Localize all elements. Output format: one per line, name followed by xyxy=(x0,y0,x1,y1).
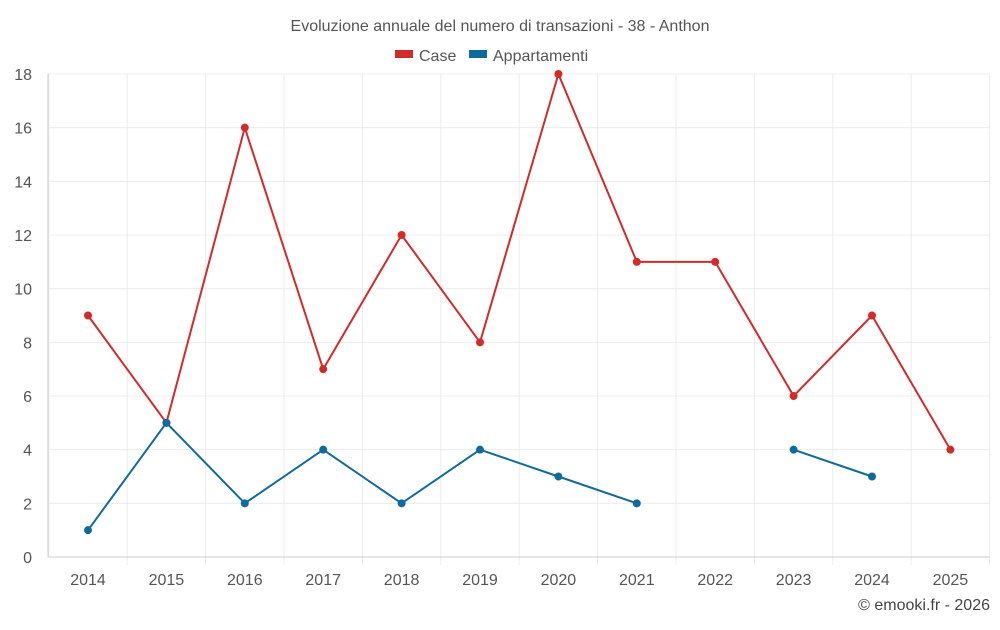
y-tick-label-4: 4 xyxy=(23,443,32,460)
point-case-2022[interactable] xyxy=(711,257,720,266)
legend-item-case[interactable]: Case xyxy=(395,48,456,65)
point-appartamenti-2024[interactable] xyxy=(868,472,876,481)
legend: Case Appartamenti xyxy=(395,48,588,65)
point-appartamenti-2018[interactable] xyxy=(397,499,406,508)
point-appartamenti-2017[interactable] xyxy=(319,445,328,454)
series-line-appartamenti-1 xyxy=(793,448,873,478)
x-tick-label-2025: 2025 xyxy=(933,572,969,589)
credit-text: © emooki.fr - 2026 xyxy=(858,597,990,614)
axes: 0 2 4 6 8 10 12 14 16 18 2014 2015 2016 2017 2018 2019 2… xyxy=(14,67,990,589)
y-tick-label-8: 8 xyxy=(23,335,32,352)
series-line-case-0 xyxy=(87,73,952,451)
y-tick-label-18: 18 xyxy=(14,67,32,84)
y-tick-label-6: 6 xyxy=(23,389,32,406)
y-tick-label-14: 14 xyxy=(14,174,32,191)
y-tick-label-12: 12 xyxy=(14,228,32,245)
x-tick-label-2015: 2015 xyxy=(149,572,185,589)
x-tick-label-2016: 2016 xyxy=(227,572,263,589)
point-appartamenti-2016[interactable] xyxy=(240,499,249,508)
legend-swatch-appartamenti xyxy=(469,50,487,58)
point-appartamenti-2020[interactable] xyxy=(554,472,563,481)
point-appartamenti-2014[interactable] xyxy=(84,526,92,535)
point-case-2014[interactable] xyxy=(84,311,92,320)
x-tick-label-2017: 2017 xyxy=(305,572,341,589)
point-appartamenti-2021[interactable] xyxy=(632,499,641,508)
x-tick-label-2024: 2024 xyxy=(854,572,890,589)
point-case-2020[interactable] xyxy=(554,70,563,78)
legend-label-case: Case xyxy=(419,48,456,65)
point-case-2024[interactable] xyxy=(868,311,876,320)
x-tick-label-2022: 2022 xyxy=(697,572,733,589)
legend-swatch-case xyxy=(395,50,413,58)
x-tick-label-2020: 2020 xyxy=(541,572,577,589)
point-case-2017[interactable] xyxy=(319,365,328,374)
point-case-2018[interactable] xyxy=(397,231,406,239)
y-tick-label-16: 16 xyxy=(14,121,32,138)
x-tick-label-2019: 2019 xyxy=(462,572,498,589)
point-case-2021[interactable] xyxy=(632,257,641,266)
point-appartamenti-2019[interactable] xyxy=(476,445,484,454)
y-tick-label-0: 0 xyxy=(23,550,32,567)
point-appartamenti-2023[interactable] xyxy=(789,445,798,454)
series-line-appartamenti-0 xyxy=(87,421,638,531)
y-tick-label-10: 10 xyxy=(14,282,32,299)
series-case xyxy=(84,70,955,454)
legend-label-appartamenti: Appartamenti xyxy=(493,48,588,65)
x-tick-label-2023: 2023 xyxy=(776,572,812,589)
point-case-2023[interactable] xyxy=(789,392,798,400)
x-tick-label-2018: 2018 xyxy=(384,572,420,589)
legend-item-appartamenti[interactable]: Appartamenti xyxy=(469,48,588,65)
point-case-2016[interactable] xyxy=(240,123,249,132)
series-appartamenti xyxy=(84,418,876,535)
grid xyxy=(48,73,991,565)
point-case-2025[interactable] xyxy=(946,445,955,454)
x-tick-label-2021: 2021 xyxy=(619,572,655,589)
chart-title: Evoluzione annuale del numero di transaz… xyxy=(291,18,710,35)
point-appartamenti-2015[interactable] xyxy=(162,418,171,427)
x-tick-label-2014: 2014 xyxy=(70,572,106,589)
point-case-2019[interactable] xyxy=(476,338,484,347)
y-tick-label-2: 2 xyxy=(23,496,32,513)
series xyxy=(84,70,955,535)
